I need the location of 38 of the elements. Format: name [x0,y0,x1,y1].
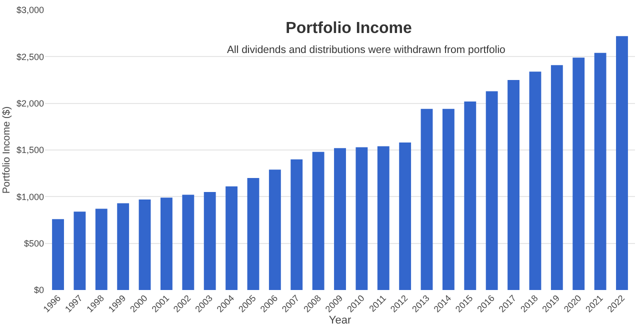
y-tick-label: $2,000 [16,98,44,108]
y-tick-label: $1,000 [16,192,44,202]
y-tick-label: $500 [24,238,44,248]
bar [356,147,368,290]
bar [204,192,216,290]
y-tick-label: $1,500 [16,145,44,156]
bar [247,178,260,290]
bar [95,208,108,290]
bar [290,159,303,290]
bar [334,148,346,290]
bar [486,91,498,290]
bar [508,80,520,290]
bar [182,194,194,290]
bar [312,152,324,290]
y-axis-title: Portfolio Income ($) [1,106,12,194]
text: All dividends and distributions were withdrawn from portfolio [227,44,506,56]
bar [594,52,606,290]
bar [550,65,563,290]
bar [616,36,628,290]
bar [74,212,86,290]
y-tick-label: $3,000 [16,5,44,16]
bar [442,108,454,290]
bar [160,198,172,290]
bar [420,108,433,290]
bar [138,199,151,290]
bar [399,142,412,290]
x-axis-title: Year [328,314,352,326]
bar [529,72,542,290]
bar [464,101,476,290]
y-tick-label: $2,500 [16,52,44,62]
bar [52,219,64,290]
bar [268,170,281,290]
y-tick-label: $0 [34,285,44,296]
bar [377,146,390,290]
bar [572,58,585,290]
bar [226,186,238,290]
bar [117,203,130,290]
text: Portfolio Income [286,20,412,37]
